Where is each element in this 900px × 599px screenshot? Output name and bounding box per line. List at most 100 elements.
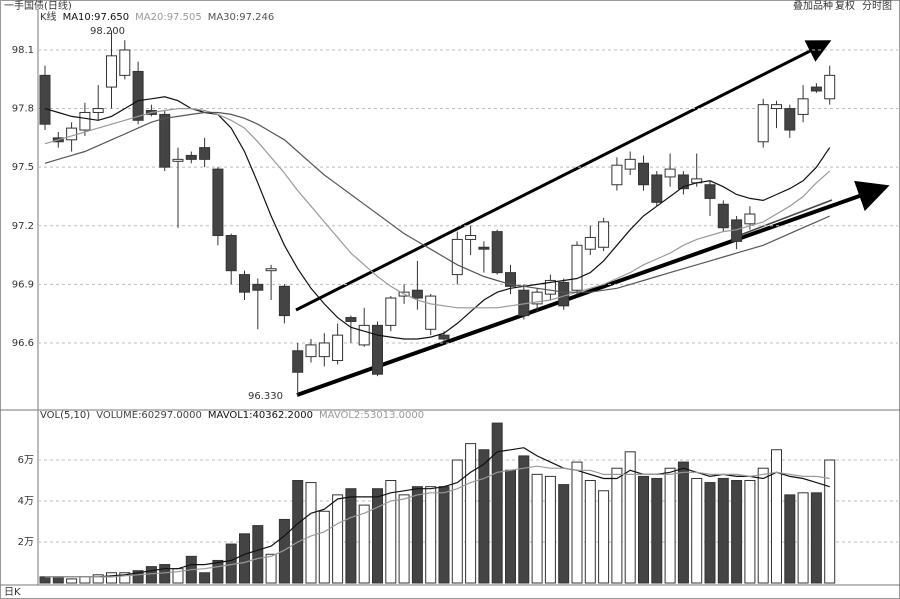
candle-body — [797, 98, 809, 115]
volume-bar — [824, 459, 836, 584]
candle-body — [478, 246, 490, 250]
volume-bar — [465, 443, 477, 584]
volume-bar — [318, 510, 330, 584]
candle-body — [611, 164, 623, 186]
candle-body — [505, 272, 516, 287]
candle-body — [638, 162, 649, 186]
y-tick-label: 96.6 — [12, 338, 34, 349]
candle-body — [66, 127, 78, 141]
footer: 日K — [4, 587, 21, 598]
candle-body — [252, 283, 264, 291]
volume-bar — [199, 572, 211, 584]
candle-body — [824, 74, 836, 100]
volume-bar — [571, 461, 583, 584]
volume-bar — [305, 482, 317, 584]
volume-bar — [106, 572, 117, 584]
volume-bar — [92, 574, 104, 584]
volume-bar — [624, 451, 636, 584]
annotation: 98.200 — [90, 26, 125, 37]
volume-bar — [411, 486, 423, 584]
candle-body — [704, 184, 716, 199]
volume-bar — [372, 488, 383, 584]
volume-bar — [52, 576, 64, 584]
volume-bar — [385, 480, 397, 584]
volume-bar — [611, 467, 623, 584]
volume-bar — [358, 504, 370, 584]
volume-bar — [505, 469, 516, 584]
button[interactable]: 叠加品种 — [793, 0, 833, 12]
button[interactable]: 复权 — [835, 0, 855, 12]
volume-bar — [744, 480, 756, 584]
candle-body — [531, 291, 543, 305]
volume-bar — [491, 422, 503, 584]
volume-bar — [252, 525, 264, 584]
trend-arrow — [295, 40, 832, 312]
candle-body — [265, 268, 277, 272]
candle-body — [292, 350, 304, 373]
candle-body — [385, 297, 397, 326]
candle-body — [664, 168, 676, 178]
volume-bar — [544, 475, 556, 584]
candle-body — [757, 104, 769, 143]
y-tick-label: 2万 — [18, 537, 34, 548]
volume-bar — [159, 564, 171, 584]
candle-body — [598, 221, 610, 248]
volume-bar — [664, 467, 676, 584]
candle-body — [717, 203, 729, 229]
y-tick-label: 4万 — [18, 496, 34, 507]
volume-bar — [398, 494, 410, 584]
ma-line — [44, 111, 830, 293]
candle-body — [571, 244, 583, 291]
candle-body — [199, 147, 211, 160]
volume-bar — [651, 477, 663, 584]
candle-body — [425, 295, 437, 330]
y-tick-label: 6万 — [18, 455, 34, 466]
candle-body — [744, 213, 756, 225]
candle-body — [159, 113, 171, 168]
volume-bar — [717, 477, 729, 584]
ma-line — [44, 96, 831, 340]
volume-bar — [784, 494, 796, 584]
volume-bar — [731, 480, 743, 584]
volume-bar — [119, 572, 131, 584]
volume-bar — [79, 576, 91, 584]
volume-bar — [425, 486, 437, 584]
trend-arrow — [296, 180, 890, 397]
legend-entry: MA20:97.505 — [135, 12, 202, 23]
volume-bar — [265, 553, 277, 584]
volume-bar — [332, 494, 344, 584]
candle-body — [491, 231, 503, 274]
volume-bar — [558, 484, 570, 584]
candle-body — [810, 86, 822, 92]
candle-body — [624, 158, 636, 170]
y-tick-label: 96.9 — [12, 279, 34, 290]
ma-line — [45, 465, 830, 578]
candle-body — [771, 104, 782, 110]
legend-entry: MA30:97.246 — [208, 12, 275, 23]
candle-body — [584, 236, 596, 250]
candle-body — [106, 55, 117, 88]
candle-body — [239, 274, 250, 293]
volume-bar — [278, 518, 290, 584]
volume-bar — [478, 449, 490, 584]
legend-label: K线 — [40, 10, 57, 23]
candle-body — [185, 154, 197, 160]
legend-entry: MAVOL2:53013.0000 — [319, 410, 424, 421]
volume-bar — [598, 490, 610, 584]
candle-body — [784, 108, 796, 131]
y-tick-label: 97.5 — [12, 162, 34, 173]
volume-bar — [292, 480, 304, 584]
volume-bar — [518, 455, 530, 584]
candle-body — [132, 70, 144, 121]
volume-bar — [438, 486, 450, 584]
candle-body — [225, 235, 237, 272]
ma-line — [44, 108, 831, 309]
button[interactable]: 分时图 — [862, 0, 892, 12]
legend-entry: VOLUME:60297.0000 — [96, 410, 202, 421]
candle-body — [39, 74, 51, 125]
annotation: 96.330 — [248, 391, 283, 402]
legend-entry: MAVOL1:40362.2000 — [208, 410, 313, 421]
candle-body — [305, 344, 317, 358]
candle-body — [212, 168, 224, 237]
